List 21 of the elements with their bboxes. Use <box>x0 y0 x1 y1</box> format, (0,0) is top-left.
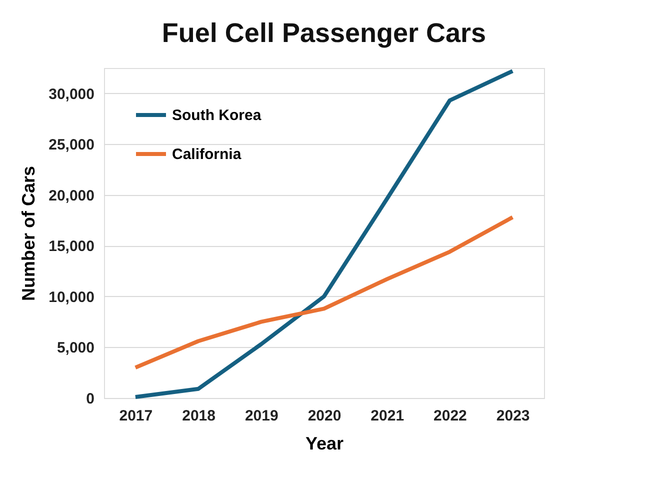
y-tick-label: 25,000 <box>48 136 94 154</box>
y-tick-label: 30,000 <box>48 86 94 103</box>
y-tick-label: 20,000 <box>48 187 94 204</box>
x-tick-label: 2019 <box>244 408 278 424</box>
y-tick-label: 15,000 <box>48 238 94 256</box>
line-series <box>133 69 515 399</box>
y-tick-label: 0 <box>86 390 94 408</box>
y-tick-label: 10,000 <box>48 288 94 306</box>
y-tick-label: 5,000 <box>56 340 94 357</box>
chart-title: Fuel Cell Passenger Cars <box>162 18 486 48</box>
x-tick-label: 2017 <box>119 408 153 424</box>
x-tick-label: 2020 <box>308 408 342 424</box>
x-tick-label: 2023 <box>496 408 530 424</box>
line-series <box>133 215 515 370</box>
y-axis-title: Number of Cars <box>18 166 39 302</box>
legend-label: California <box>172 146 242 163</box>
legend-label: South Korea <box>172 107 262 124</box>
x-tick-label: 2022 <box>434 408 467 424</box>
x-axis-title: Year <box>305 434 344 454</box>
x-tick-label: 2021 <box>370 408 404 424</box>
x-tick-label: 2018 <box>182 408 216 424</box>
